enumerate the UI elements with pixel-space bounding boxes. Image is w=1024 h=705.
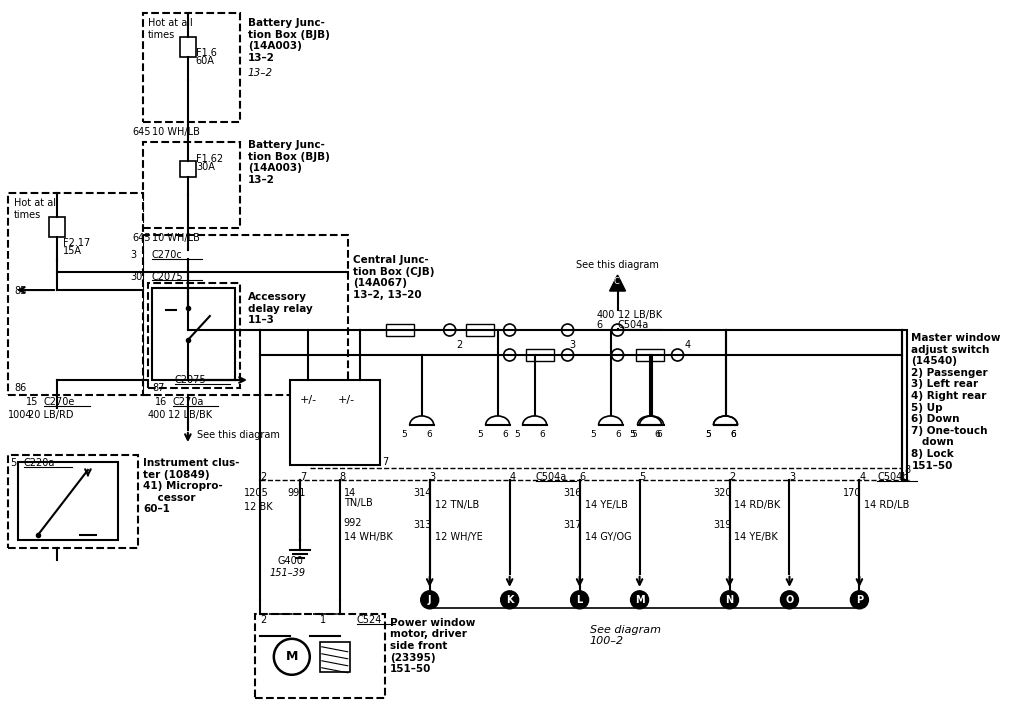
Text: 5: 5 (632, 430, 637, 439)
Text: 7: 7 (300, 472, 306, 482)
Text: Instrument clus-
ter (10849)
41) Micropro-
    cessor
60–1: Instrument clus- ter (10849) 41) Micropr… (143, 458, 240, 515)
Circle shape (850, 591, 868, 609)
Bar (152, 288, 234, 380)
Text: F1.62: F1.62 (196, 154, 223, 164)
Text: 8: 8 (904, 465, 910, 475)
Text: 6: 6 (730, 430, 736, 439)
Text: 5: 5 (401, 430, 408, 439)
Text: 20 LB/RD: 20 LB/RD (28, 410, 74, 420)
Text: 10 WH/LB: 10 WH/LB (152, 233, 200, 243)
Text: C270a: C270a (173, 397, 204, 407)
Text: 320: 320 (714, 488, 732, 498)
Text: 5: 5 (591, 430, 596, 439)
Text: 314: 314 (414, 488, 432, 498)
Circle shape (421, 591, 438, 609)
Bar (902, 330, 907, 480)
Text: Power window
motor, driver
side front
(23395)
151–50: Power window motor, driver side front (2… (390, 618, 475, 674)
Text: Battery Junc-
tion Box (BJB)
(14A003)
13–2: Battery Junc- tion Box (BJB) (14A003) 13… (248, 140, 330, 185)
Text: 16: 16 (155, 397, 167, 407)
Bar (147, 283, 240, 388)
Text: 400: 400 (597, 310, 615, 320)
Text: See this diagram: See this diagram (577, 260, 659, 270)
Bar (180, 161, 196, 176)
Text: Central Junc-
tion Box (CJB)
(14A067)
13–2, 13–20: Central Junc- tion Box (CJB) (14A067) 13… (352, 255, 434, 300)
Text: 14 RD/BK: 14 RD/BK (734, 500, 780, 510)
Text: 4: 4 (684, 340, 690, 350)
Text: TN/LB: TN/LB (344, 498, 373, 508)
Text: 1: 1 (319, 615, 326, 625)
Bar (386, 324, 414, 336)
Text: 14 YE/LB: 14 YE/LB (585, 500, 628, 510)
Text: 1004: 1004 (8, 410, 33, 420)
Bar (143, 142, 240, 228)
Text: See this diagram: See this diagram (197, 430, 280, 440)
Text: 6: 6 (427, 430, 432, 439)
Bar (319, 642, 350, 672)
Circle shape (501, 591, 518, 609)
Text: P: P (856, 595, 863, 605)
Text: 5: 5 (10, 458, 16, 468)
Text: 60A: 60A (196, 56, 215, 66)
Text: 3: 3 (130, 250, 136, 260)
Text: 992: 992 (344, 518, 362, 528)
Circle shape (631, 591, 648, 609)
Text: 86: 86 (14, 383, 27, 393)
Text: 3: 3 (430, 472, 436, 482)
Bar (466, 324, 494, 336)
Text: 645: 645 (132, 127, 151, 137)
Text: 14 RD/LB: 14 RD/LB (864, 500, 909, 510)
Text: C270c: C270c (152, 250, 182, 260)
Text: 4: 4 (859, 472, 865, 482)
Text: F1.6: F1.6 (196, 48, 217, 59)
Text: 5: 5 (630, 430, 635, 439)
Text: C: C (613, 277, 620, 286)
Bar (143, 235, 348, 395)
Bar (49, 216, 65, 237)
Text: 316: 316 (563, 488, 582, 498)
Text: C: C (613, 277, 620, 286)
Text: 151–39: 151–39 (269, 568, 306, 578)
Circle shape (780, 591, 799, 609)
Text: 15: 15 (26, 397, 38, 407)
Text: 6: 6 (580, 472, 586, 482)
Text: M: M (286, 650, 298, 663)
Text: Master window
adjust switch
(14540)
2) Passenger
3) Left rear
4) Right rear
5) U: Master window adjust switch (14540) 2) P… (911, 333, 1000, 471)
Text: 6: 6 (540, 430, 546, 439)
Text: 12 BK: 12 BK (244, 502, 272, 512)
Text: 12 LB/BK: 12 LB/BK (617, 310, 662, 320)
Text: 6: 6 (597, 320, 603, 330)
Text: C2075: C2075 (152, 272, 183, 282)
Text: 15A: 15A (62, 246, 82, 256)
Circle shape (570, 591, 589, 609)
Bar (255, 614, 385, 698)
Text: L: L (577, 595, 583, 605)
Text: N: N (725, 595, 733, 605)
Text: 5: 5 (640, 472, 646, 482)
Text: C524: C524 (356, 615, 382, 625)
Text: 2: 2 (260, 472, 266, 482)
Text: G400: G400 (278, 556, 304, 566)
Text: 8: 8 (340, 472, 346, 482)
Text: 12 WH/YE: 12 WH/YE (435, 532, 482, 542)
Text: 30: 30 (130, 272, 142, 282)
Text: 14 YE/BK: 14 YE/BK (734, 532, 778, 542)
Text: Hot at all
times: Hot at all times (147, 18, 193, 39)
Text: F2.17: F2.17 (62, 238, 90, 248)
Text: C270e: C270e (44, 397, 76, 407)
Text: 6: 6 (730, 430, 736, 439)
Text: 30A: 30A (196, 162, 215, 172)
Text: 645: 645 (132, 233, 151, 243)
Text: 317: 317 (563, 520, 582, 530)
Bar (8, 193, 143, 395)
Text: 319: 319 (714, 520, 732, 530)
Text: Battery Junc-
tion Box (BJB)
(14A003)
13–2: Battery Junc- tion Box (BJB) (14A003) 13… (248, 18, 330, 63)
Text: C504a: C504a (617, 320, 649, 330)
Text: 6: 6 (615, 430, 622, 439)
Text: 14 GY/OG: 14 GY/OG (585, 532, 631, 542)
Text: 991: 991 (288, 488, 306, 498)
Text: M: M (635, 595, 644, 605)
Text: 313: 313 (414, 520, 432, 530)
Bar (636, 349, 664, 361)
Text: 3: 3 (790, 472, 796, 482)
Text: C504a: C504a (536, 472, 567, 482)
